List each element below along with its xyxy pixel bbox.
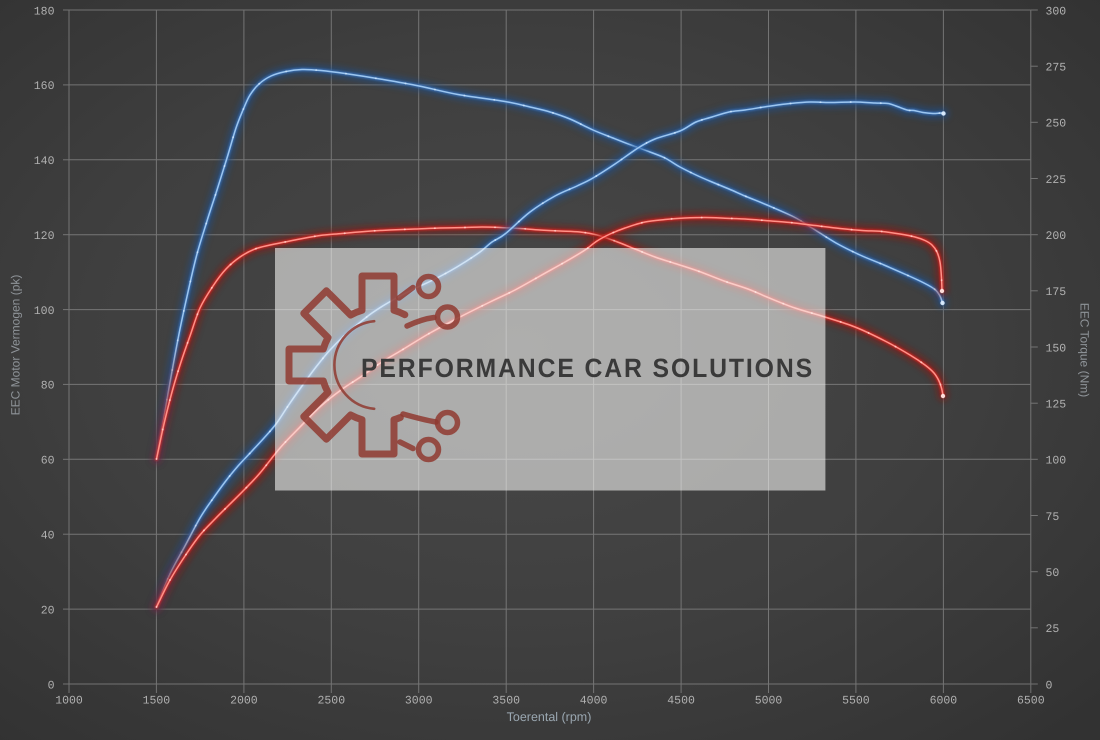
svg-text:1500: 1500	[143, 695, 171, 708]
svg-text:EEC Torque (Nm): EEC Torque (Nm)	[1078, 303, 1092, 397]
svg-text:5000: 5000	[755, 695, 783, 708]
svg-text:2500: 2500	[317, 695, 345, 708]
svg-text:225: 225	[1046, 174, 1067, 187]
svg-text:4000: 4000	[580, 695, 608, 708]
svg-text:300: 300	[1046, 5, 1067, 18]
svg-text:75: 75	[1046, 511, 1060, 524]
svg-text:2000: 2000	[230, 695, 258, 708]
svg-text:3500: 3500	[492, 695, 520, 708]
svg-text:140: 140	[34, 155, 55, 168]
svg-text:125: 125	[1046, 399, 1067, 412]
svg-text:175: 175	[1046, 286, 1067, 299]
svg-text:4500: 4500	[667, 695, 695, 708]
svg-text:25: 25	[1046, 623, 1060, 636]
svg-text:100: 100	[1046, 455, 1067, 468]
svg-text:60: 60	[41, 455, 55, 468]
svg-text:275: 275	[1046, 62, 1067, 75]
svg-text:3000: 3000	[405, 695, 433, 708]
svg-text:5500: 5500	[842, 695, 870, 708]
svg-text:0: 0	[1046, 679, 1053, 692]
svg-text:250: 250	[1046, 118, 1067, 131]
svg-text:6500: 6500	[1017, 695, 1045, 708]
svg-text:100: 100	[34, 305, 55, 318]
svg-text:200: 200	[1046, 230, 1067, 243]
svg-text:80: 80	[41, 380, 55, 393]
svg-text:180: 180	[34, 5, 55, 18]
svg-text:EEC Motor Vermogen (pk): EEC Motor Vermogen (pk)	[9, 275, 23, 416]
svg-text:20: 20	[41, 604, 55, 617]
svg-text:160: 160	[34, 80, 55, 93]
svg-text:0: 0	[48, 679, 55, 692]
svg-text:150: 150	[1046, 342, 1067, 355]
svg-text:40: 40	[41, 530, 55, 543]
svg-text:Toerental (rpm): Toerental (rpm)	[507, 710, 592, 724]
svg-text:50: 50	[1046, 567, 1060, 580]
svg-text:PERFORMANCE CAR SOLUTIONS: PERFORMANCE CAR SOLUTIONS	[361, 353, 814, 383]
svg-text:120: 120	[34, 230, 55, 243]
svg-text:6000: 6000	[930, 695, 958, 708]
svg-text:1000: 1000	[55, 695, 83, 708]
